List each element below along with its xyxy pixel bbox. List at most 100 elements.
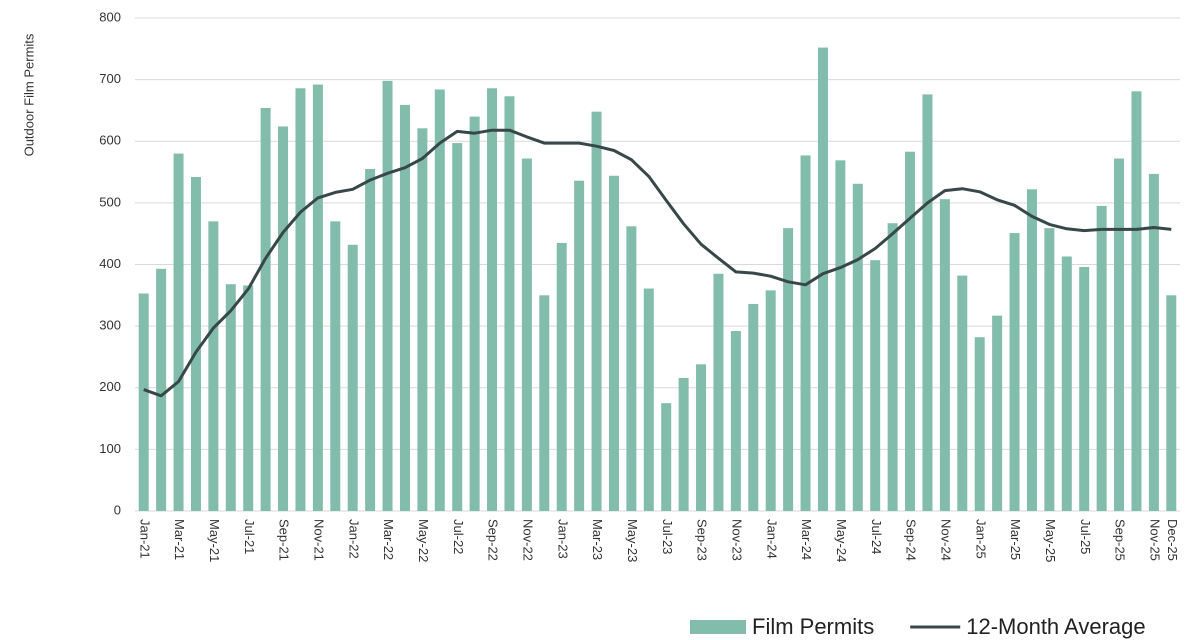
x-tick-label: Mar-25 (1008, 519, 1023, 560)
x-tick-label: Nov-22 (520, 519, 535, 561)
x-tick-label: Nov-21 (311, 519, 326, 561)
legend-label: Film Permits (752, 614, 874, 639)
x-tick-label: Sep-25 (1113, 519, 1128, 561)
x-tick-label: Sep-22 (486, 519, 501, 561)
x-tick-label: Jan-22 (346, 519, 361, 559)
y-tick-label: 700 (99, 71, 121, 86)
bar (382, 80, 393, 512)
bar (783, 228, 794, 512)
y-tick-label: 500 (99, 194, 121, 209)
bar (260, 107, 271, 511)
y-tick-label: 400 (99, 256, 121, 271)
bar (521, 158, 532, 511)
bar (312, 84, 323, 512)
x-tick-label: Sep-24 (904, 519, 919, 561)
bar (399, 104, 410, 512)
bar (922, 94, 933, 511)
y-tick-label: 200 (99, 379, 121, 394)
x-tick-label: May-24 (834, 519, 849, 562)
bar (974, 337, 985, 511)
bar (626, 226, 637, 512)
y-tick-label: 300 (99, 318, 121, 333)
x-tick-label: Jan-23 (555, 519, 570, 559)
bar (574, 180, 585, 511)
x-tick-label: Mar-21 (172, 519, 187, 560)
x-tick-label: Sep-23 (695, 519, 710, 561)
y-tick-label: 600 (99, 133, 121, 148)
x-tick-label: May-23 (625, 519, 640, 562)
bar (539, 295, 550, 511)
bar (487, 88, 498, 511)
x-tick-label: May-22 (416, 519, 431, 562)
bar (591, 111, 602, 512)
bar (643, 288, 654, 511)
x-tick-label: Jul-22 (451, 519, 466, 554)
x-tick-label: Nov-23 (729, 519, 744, 561)
x-tick-label: Nov-25 (1147, 519, 1162, 561)
x-tick-label: Jul-24 (869, 519, 884, 554)
bar (678, 377, 689, 511)
bar (852, 183, 863, 512)
bar (1026, 189, 1037, 511)
bar (835, 160, 846, 511)
bar (1096, 205, 1107, 512)
bar (190, 176, 201, 511)
x-tick-label: May-21 (207, 519, 222, 562)
y-tick-label: 100 (99, 441, 121, 456)
average-line (143, 128, 1172, 398)
x-tick-label: Jul-21 (242, 519, 257, 554)
x-tick-label: Jan-21 (137, 519, 152, 559)
bar (887, 223, 898, 511)
bar (208, 221, 219, 512)
bar (713, 273, 724, 511)
bar (939, 199, 950, 512)
bar (295, 88, 306, 511)
bar (365, 168, 376, 511)
bar (1166, 295, 1177, 511)
bar (469, 116, 480, 511)
bar (1061, 256, 1072, 511)
bar (278, 126, 289, 512)
bar (1114, 158, 1125, 511)
bar (608, 175, 619, 511)
bar (243, 285, 254, 511)
bar (434, 89, 445, 512)
bar (730, 331, 741, 511)
bar (1079, 266, 1090, 511)
bar (661, 403, 672, 511)
x-tick-label: Dec-25 (1165, 519, 1180, 561)
y-tick-label: 800 (99, 9, 121, 24)
x-tick-label: Jan-24 (764, 519, 779, 559)
bar (1131, 91, 1142, 512)
bar (870, 260, 881, 511)
x-tick-label: Jul-25 (1078, 519, 1093, 554)
y-tick-label: 0 (114, 502, 121, 517)
legend-swatch (690, 620, 746, 634)
bar (330, 221, 341, 512)
bar (156, 268, 167, 511)
bar (1009, 233, 1020, 512)
bar (696, 364, 707, 511)
bar (905, 151, 916, 511)
bar (504, 96, 515, 512)
bar (347, 244, 358, 511)
bar (173, 153, 184, 511)
bar (138, 293, 149, 511)
x-tick-label: Nov-24 (938, 519, 953, 561)
bar (1148, 173, 1159, 511)
bar (556, 242, 567, 511)
x-tick-label: May-25 (1043, 519, 1058, 562)
bar (417, 128, 428, 511)
x-tick-label: Jul-23 (660, 519, 675, 554)
bar (957, 275, 968, 511)
bar (225, 284, 236, 511)
bar (452, 143, 463, 511)
x-tick-label: Mar-22 (381, 519, 396, 560)
bar (765, 290, 776, 511)
y-axis-label: Outdoor Film Permits (21, 33, 36, 156)
bar (748, 303, 759, 511)
x-tick-label: Jan-25 (973, 519, 988, 559)
bar (800, 155, 811, 511)
bar (992, 315, 1003, 511)
